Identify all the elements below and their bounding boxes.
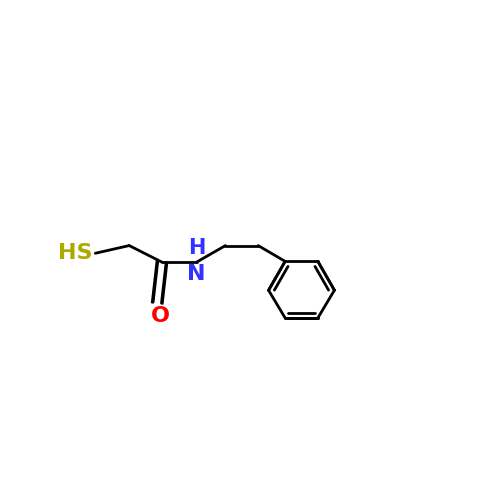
Text: HS: HS: [58, 244, 92, 264]
Text: O: O: [151, 306, 170, 326]
Text: H: H: [188, 238, 206, 258]
Text: N: N: [188, 264, 206, 284]
